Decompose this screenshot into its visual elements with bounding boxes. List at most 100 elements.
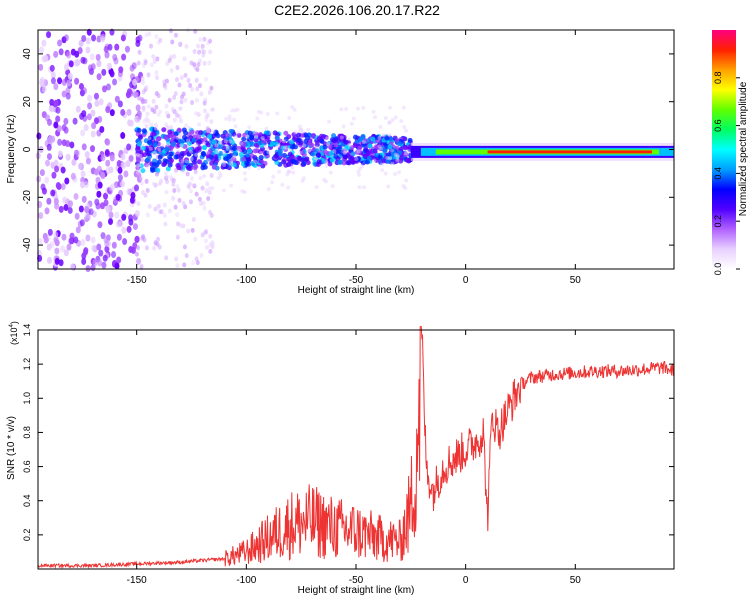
heatmap-cell: [189, 156, 194, 161]
heatmap-cell: [101, 261, 107, 269]
heatmap-cell: [275, 111, 280, 116]
heatmap-cell: [84, 206, 90, 214]
heatmap-cell: [280, 145, 286, 151]
colorbar-tick-label: 0.6: [713, 119, 723, 132]
heatmap-cell: [184, 123, 189, 128]
heatmap-cell: [253, 130, 258, 135]
heatmap-cell: [225, 144, 230, 149]
heatmap-cell: [38, 63, 44, 71]
heatmap-cell: [196, 140, 202, 146]
heatmap-cell: [163, 85, 168, 91]
heatmap-cell: [403, 151, 408, 156]
heatmap-cell: [378, 124, 383, 129]
heatmap-cell: [334, 149, 340, 155]
heatmap-cell: [135, 91, 140, 97]
heatmap-cell: [152, 142, 158, 148]
heatmap-cell: [126, 108, 132, 116]
heatmap-cell: [366, 150, 372, 156]
heatmap-cell: [324, 179, 329, 184]
heatmap-cell: [204, 117, 209, 123]
heatmap-cell: [211, 164, 217, 170]
heatmap-cell: [171, 141, 177, 147]
heatmap-cell: [117, 174, 123, 182]
heatmap-cell: [103, 192, 109, 200]
snr-background: [38, 330, 674, 569]
heatmap-cell: [224, 132, 230, 138]
heatmap-cell: [227, 117, 232, 122]
heatmap-cell: [233, 124, 238, 129]
heatmap-cell: [316, 136, 322, 142]
heatmap-cell: [341, 160, 347, 166]
y-tick-label: 20: [22, 96, 33, 108]
heatmap-cell: [141, 108, 146, 113]
heatmap-cell: [84, 151, 90, 159]
heatmap-cell: [236, 132, 242, 138]
heatmap-cell: [347, 142, 352, 147]
heatmap-cell: [205, 245, 210, 251]
heatmap-cell: [180, 159, 185, 164]
heatmap-cell: [309, 142, 315, 148]
heatmap-cell: [169, 68, 174, 74]
heatmap-cell: [187, 146, 193, 152]
heatmap-cell: [402, 124, 407, 129]
heatmap-cell: [200, 232, 205, 238]
heatmap-cell: [155, 167, 161, 173]
heatmap-cell: [191, 217, 196, 223]
heatmap-cell: [310, 133, 316, 139]
heatmap-cell: [204, 140, 210, 146]
colorbar-tick-label: 0.8: [713, 72, 723, 85]
heatmap-cell: [80, 238, 86, 246]
heatmap-cell: [158, 37, 163, 43]
heatmap-cell: [153, 126, 158, 131]
heatmap-cell: [101, 68, 107, 76]
heatmap-cell: [136, 157, 142, 163]
heatmap-cell: [232, 117, 237, 122]
heatmap-cell: [136, 257, 142, 265]
heatmap-cell: [58, 48, 64, 56]
heatmap-cell: [401, 184, 406, 189]
heatmap-cell: [207, 189, 212, 195]
heatmap-cell: [81, 143, 87, 151]
heatmap-cell: [121, 226, 127, 234]
heatmap-cell: [228, 128, 234, 134]
heatmap-cell: [54, 257, 60, 265]
heatmap-cell: [167, 97, 172, 103]
heatmap-cell: [36, 175, 42, 183]
heatmap-cell: [73, 236, 79, 244]
heatmap-cell: [69, 232, 75, 240]
heatmap-cell: [211, 133, 217, 139]
y-tick-label: -40: [22, 237, 33, 252]
heatmap-cell: [199, 48, 204, 54]
heatmap-cell: [258, 132, 264, 138]
heatmap-cell: [175, 112, 180, 118]
heatmap-cell: [143, 60, 148, 66]
heatmap-cell: [178, 157, 184, 163]
heatmap-cell: [151, 54, 156, 60]
heatmap-cell: [206, 129, 211, 134]
heatmap-cell: [283, 136, 289, 142]
heatmap-cell: [125, 91, 131, 99]
y-tick-label: 0.4: [22, 494, 32, 507]
heatmap-cell: [140, 79, 145, 85]
heatmap-cell: [357, 172, 362, 177]
heatmap-cell: [155, 136, 161, 142]
heatmap-cell: [265, 111, 270, 116]
x-tick-label: -150: [127, 575, 147, 586]
heatmap-cell: [390, 118, 395, 123]
heatmap-cell: [137, 162, 142, 167]
heatmap-cell: [211, 129, 216, 134]
heatmap-cell: [220, 133, 226, 139]
heatmap-cell: [254, 135, 259, 140]
heatmap-cell: [208, 233, 213, 239]
heatmap-cell: [341, 146, 346, 151]
heatmap-cell: [350, 151, 356, 157]
heatmap-cell: [134, 235, 140, 243]
heatmap-cell: [130, 192, 136, 200]
snr-y-scale-base: (x10: [9, 327, 19, 345]
heatmap-cell: [201, 52, 206, 58]
heatmap-cell: [200, 43, 205, 49]
heatmap-cell: [204, 229, 209, 235]
heatmap-cell: [104, 150, 110, 158]
heatmap-cell: [190, 227, 195, 233]
heatmap-cell: [201, 145, 207, 151]
